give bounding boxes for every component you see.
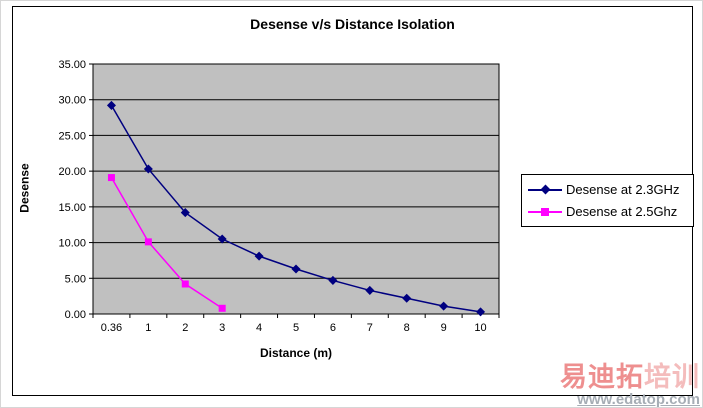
svg-text:6: 6 [330, 322, 336, 334]
watermark-brand-primary: 易迪拓 [560, 362, 644, 392]
watermark-brand: 易迪拓培训 [560, 364, 700, 391]
x-axis-title: Distance (m) [259, 346, 333, 360]
svg-text:0.00: 0.00 [65, 309, 86, 321]
svg-text:15.00: 15.00 [58, 202, 86, 214]
svg-text:5: 5 [293, 322, 299, 334]
legend-label: Desense at 2.5Ghz [566, 204, 678, 219]
svg-text:9: 9 [441, 322, 447, 334]
svg-text:1: 1 [145, 322, 151, 334]
legend-swatch-square-icon [528, 206, 562, 218]
legend-item-2-3ghz: Desense at 2.3GHz [528, 180, 689, 199]
svg-text:8: 8 [404, 322, 410, 334]
watermark-brand-secondary: 培训 [644, 362, 700, 392]
svg-text:4: 4 [256, 322, 262, 334]
svg-text:5.00: 5.00 [65, 273, 86, 285]
legend-label: Desense at 2.3GHz [566, 182, 680, 197]
svg-text:7: 7 [367, 322, 373, 334]
svg-text:3: 3 [219, 322, 225, 334]
svg-text:2: 2 [182, 322, 188, 334]
svg-text:10: 10 [474, 322, 486, 334]
svg-text:10.00: 10.00 [58, 238, 86, 250]
svg-text:35.00: 35.00 [58, 59, 86, 71]
svg-text:0.36: 0.36 [101, 322, 122, 334]
svg-text:30.00: 30.00 [58, 95, 86, 107]
chart-title: Desense v/s Distance Isolation [250, 16, 455, 32]
legend: Desense at 2.3GHz Desense at 2.5Ghz [521, 174, 694, 227]
svg-text:25.00: 25.00 [58, 130, 86, 142]
watermark-url: www.edatop.com [577, 391, 700, 408]
legend-item-2-5ghz: Desense at 2.5Ghz [528, 202, 689, 221]
legend-swatch-diamond-icon [528, 184, 562, 196]
svg-text:20.00: 20.00 [58, 166, 86, 178]
plot-area: 0.00 5.00 10.00 15.00 20.00 25.00 30.00 35.00 0.… [58, 59, 500, 334]
watermark: 易迪拓培训 www.edatop.com [560, 364, 700, 408]
chart-frame: Desense v/s Distance Isolation Desense 0… [12, 6, 694, 396]
